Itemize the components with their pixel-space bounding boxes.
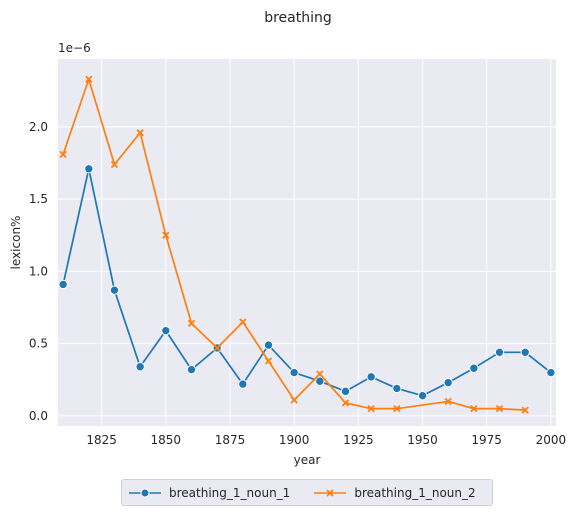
data-point-marker xyxy=(392,383,402,394)
x-tick-label: 1950 xyxy=(407,433,438,447)
series-line-1 xyxy=(62,167,552,397)
data-point-marker xyxy=(136,129,144,137)
data-point-marker xyxy=(263,340,274,350)
data-point-marker xyxy=(520,347,530,358)
y-axis-label: lexicon% xyxy=(9,216,23,270)
y-tick-label: 0.5 xyxy=(29,337,48,351)
legend-line-circle-icon xyxy=(129,488,161,497)
data-point-marker xyxy=(495,405,504,413)
data-point-marker xyxy=(58,279,68,290)
x-axis-ticks: 1825 1850 1875 1900 1925 1950 1975 2000 xyxy=(86,433,566,447)
data-point-marker xyxy=(186,364,197,375)
data-point-marker xyxy=(161,325,171,336)
data-point-marker xyxy=(366,372,376,382)
y-scale-note: 1e−6 xyxy=(58,41,91,55)
legend: breathing_1_noun_1 breathing_1_noun_2 xyxy=(121,479,493,506)
legend-label-series-1: breathing_1_noun_1 xyxy=(169,485,291,500)
y-tick-label: 1.5 xyxy=(29,192,48,206)
y-tick-label: 0.0 xyxy=(29,409,48,423)
x-axis-label: year xyxy=(294,453,321,467)
x-tick-label: 1975 xyxy=(471,433,502,447)
series-line-2 xyxy=(62,78,526,411)
data-point-marker xyxy=(393,405,401,413)
x-tick-label: 1850 xyxy=(151,433,182,447)
y-axis-ticks: 0.0 0.5 1.0 1.5 2.0 xyxy=(29,120,48,423)
data-point-marker xyxy=(289,367,299,378)
data-point-marker xyxy=(444,397,452,406)
data-point-marker xyxy=(135,362,145,372)
data-point-marker xyxy=(238,379,248,389)
data-point-marker xyxy=(470,405,478,413)
y-tick-label: 2.0 xyxy=(29,120,48,134)
data-point-marker xyxy=(264,357,273,365)
legend-line-x-icon xyxy=(314,488,347,497)
legend-item-series-2: breathing_1_noun_2 xyxy=(314,485,476,500)
legend-label-series-2: breathing_1_noun_2 xyxy=(354,485,476,500)
data-point-marker xyxy=(417,390,428,401)
series-layer xyxy=(58,75,556,414)
data-point-marker xyxy=(521,406,529,414)
data-point-marker xyxy=(110,160,119,169)
plot-area xyxy=(58,59,556,426)
x-tick-label: 1900 xyxy=(279,433,310,447)
y-tick-label: 1.0 xyxy=(29,264,48,278)
x-tick-label: 2000 xyxy=(536,433,567,447)
data-point-marker xyxy=(340,386,351,397)
data-point-marker xyxy=(187,319,196,328)
data-point-marker xyxy=(341,399,350,407)
data-point-marker xyxy=(494,347,505,358)
data-point-marker xyxy=(213,344,221,352)
data-point-marker xyxy=(443,377,453,388)
grid-lines xyxy=(58,59,556,426)
data-point-marker xyxy=(316,370,324,378)
data-point-marker xyxy=(162,231,170,239)
x-tick-label: 1875 xyxy=(215,433,246,447)
series-1 xyxy=(58,164,556,401)
chart-title: breathing xyxy=(264,10,332,26)
x-tick-label: 1925 xyxy=(343,433,374,447)
data-point-marker xyxy=(239,318,247,326)
x-tick-label: 1825 xyxy=(86,433,117,447)
data-point-marker xyxy=(469,363,479,373)
data-point-marker xyxy=(85,75,93,83)
data-point-marker xyxy=(290,396,298,404)
data-point-marker xyxy=(109,285,120,295)
legend-item-series-1: breathing_1_noun_1 xyxy=(129,486,290,500)
data-point-marker xyxy=(59,150,67,158)
series-2 xyxy=(59,75,529,414)
data-point-marker xyxy=(367,405,375,413)
data-point-marker xyxy=(315,376,325,386)
data-point-marker xyxy=(546,367,556,378)
data-point-marker xyxy=(84,164,94,174)
